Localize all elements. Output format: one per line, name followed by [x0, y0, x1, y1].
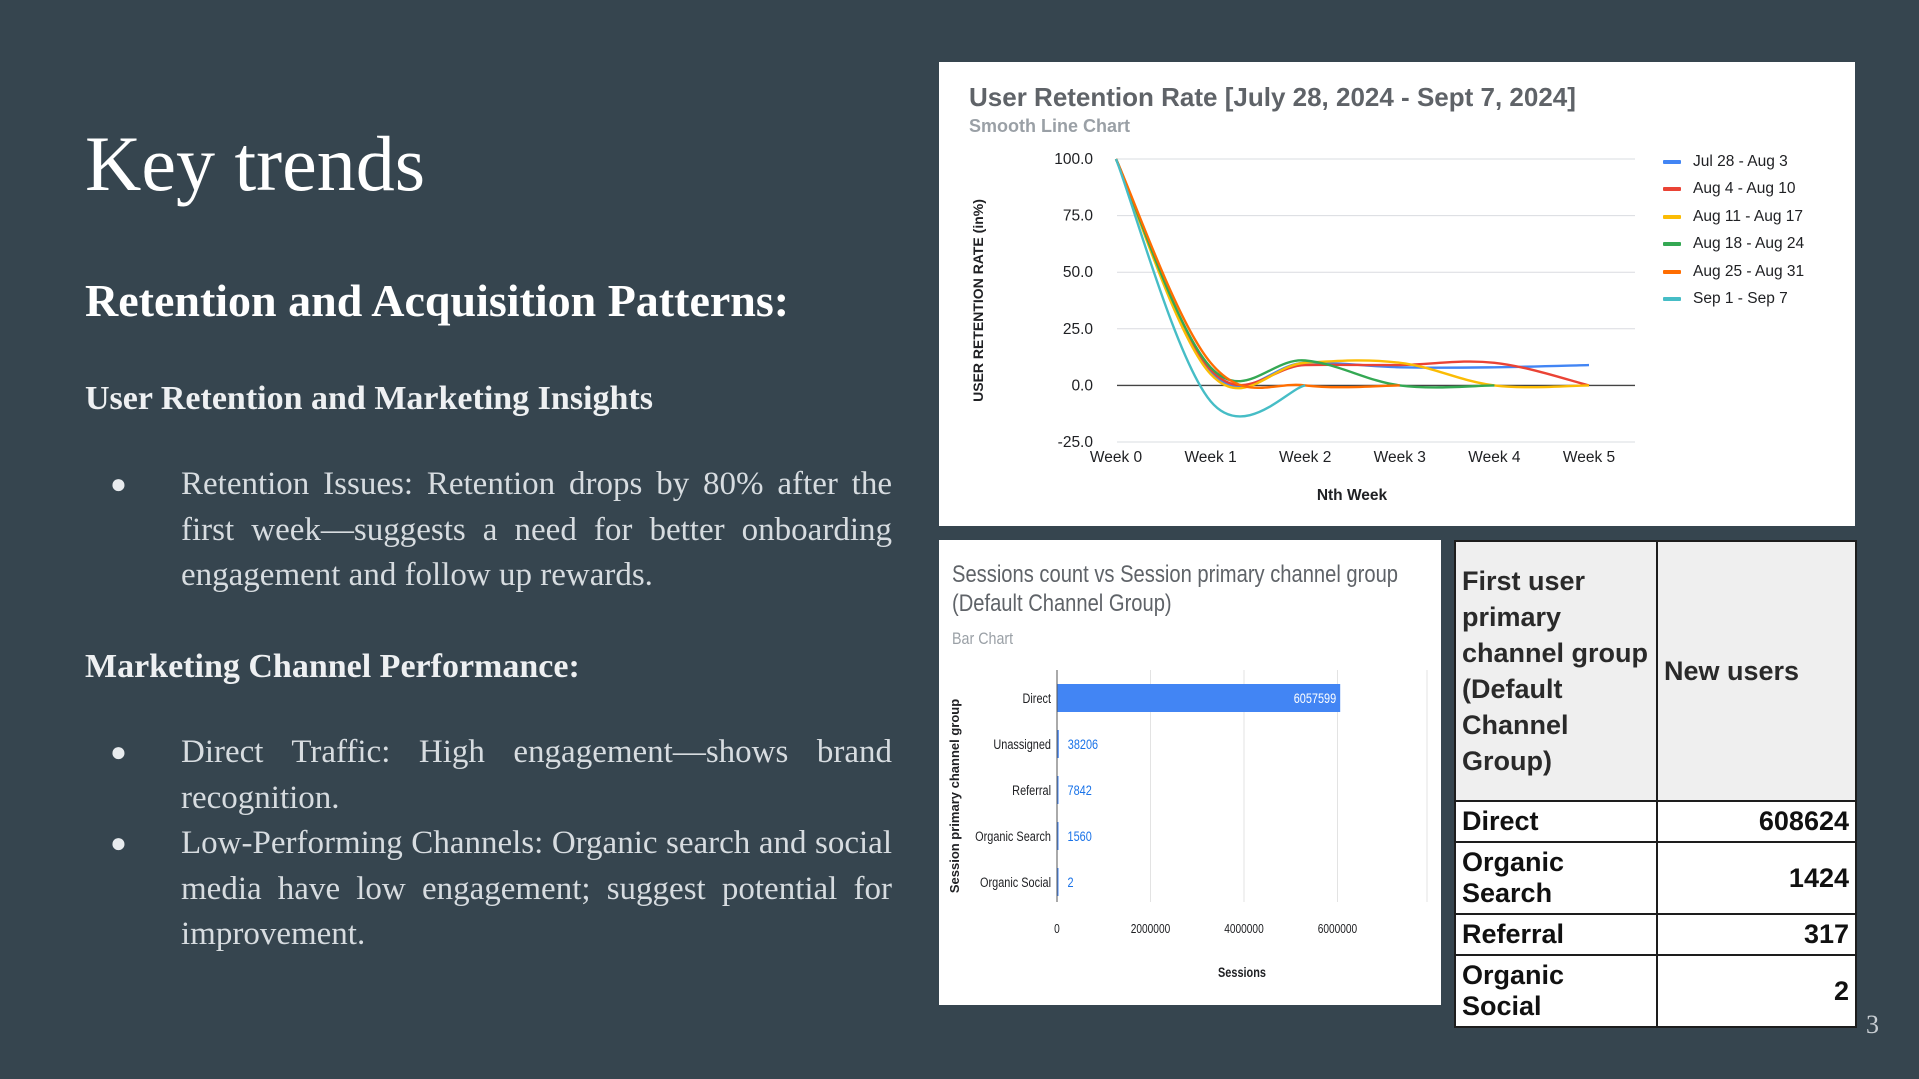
- bar-chart-x-tick: 2000000: [1131, 922, 1171, 936]
- page-number: 3: [1866, 1010, 1879, 1039]
- bar-data-label: 1560: [1068, 829, 1092, 845]
- bar-chart-plot: 0 2000000 4000000 6000000 Direct 6057599 Unass…: [947, 670, 1428, 981]
- legend-entry: Sep 1 - Sep 7: [1663, 286, 1804, 314]
- bullet-icon: ●: [110, 469, 127, 500]
- line-chart-legend: Jul 28 - Aug 3 Aug 4 - Aug 10 Aug 11 - Aug…: [1663, 148, 1804, 313]
- legend-label: Aug 11 - Aug 17: [1693, 207, 1804, 225]
- bar-chart-category-label: Organic Search: [975, 829, 1051, 845]
- bar: [1057, 684, 1341, 712]
- legend-entry: Aug 18 - Aug 24: [1663, 231, 1804, 259]
- line-chart-y-tick: 0.0: [1071, 377, 1093, 394]
- bar: [1057, 776, 1059, 804]
- cell-new-users: 1424: [1656, 841, 1857, 915]
- legend-label: Jul 28 - Aug 3: [1693, 152, 1788, 170]
- column-header-new-users: New users: [1656, 540, 1857, 802]
- bar: [1057, 868, 1059, 896]
- bar-chart-title: Sessions count vs Session primary channe…: [952, 561, 1399, 617]
- bar-data-label: 7842: [1068, 783, 1092, 799]
- bar-chart-category-label: Direct: [1023, 691, 1052, 707]
- line-chart-y-tick: -25.0: [1058, 434, 1094, 451]
- cell-channel: Referral: [1454, 913, 1658, 956]
- line-chart-y-tick: 25.0: [1063, 321, 1094, 338]
- table-row: Organic Search 1424: [1454, 841, 1857, 915]
- bar-chart-x-tick: 0: [1054, 922, 1060, 936]
- legend-swatch: [1663, 187, 1681, 192]
- line-chart-x-tick: Week 5: [1563, 449, 1615, 466]
- bullet-icon: ●: [110, 828, 127, 859]
- table-row: Referral 317: [1454, 913, 1857, 956]
- new-users-table: First user primary channel group (Defaul…: [1454, 540, 1857, 1028]
- table-header-row: First user primary channel group (Defaul…: [1454, 540, 1857, 802]
- bar-chart-category-label: Unassigned: [993, 737, 1051, 753]
- cell-channel: Organic Search: [1454, 841, 1658, 915]
- legend-label: Sep 1 - Sep 7: [1693, 290, 1788, 308]
- bullet-list-marketing: ● Direct Traffic: High engagement—shows b…: [110, 730, 892, 958]
- slide-subtitle: Retention and Acquisition Patterns:: [85, 275, 790, 326]
- column-header-channel: First user primary channel group (Defaul…: [1454, 540, 1658, 802]
- legend-swatch: [1663, 269, 1681, 274]
- bullet-icon: ●: [110, 737, 127, 768]
- line-chart-y-tick: 50.0: [1063, 264, 1094, 281]
- bullet-list-retention: ● Retention Issues: Retention drops by 80…: [110, 462, 892, 599]
- line-chart-y-tick: 75.0: [1063, 208, 1094, 225]
- legend-entry: Aug 25 - Aug 31: [1663, 258, 1804, 286]
- bar-chart-category-label: Referral: [1012, 783, 1051, 799]
- cell-new-users: 608624: [1656, 800, 1857, 843]
- legend-swatch: [1663, 214, 1681, 219]
- section-heading-marketing: Marketing Channel Performance:: [85, 648, 580, 685]
- line-chart-y-tick: 100.0: [1054, 151, 1093, 168]
- legend-swatch: [1663, 159, 1681, 164]
- legend-swatch: [1663, 242, 1681, 247]
- line-series: [1114, 158, 1306, 418]
- bar: [1057, 822, 1059, 850]
- bar-data-label: 6057599: [1294, 691, 1337, 707]
- bar-data-label: 38206: [1068, 737, 1098, 753]
- line-series: [1114, 158, 1400, 390]
- bar-chart-x-tick: 6000000: [1318, 922, 1358, 936]
- line-chart-x-tick: Week 4: [1468, 449, 1521, 466]
- line-chart-title: User Retention Rate [July 28, 2024 - Sep…: [969, 82, 1576, 112]
- bar: [1057, 730, 1059, 758]
- line-series: [1114, 158, 1495, 389]
- line-chart-x-tick: Week 2: [1279, 449, 1331, 466]
- line-chart-x-tick: Week 1: [1184, 449, 1236, 466]
- line-chart-subtitle: Smooth Line Chart: [969, 116, 1130, 136]
- cell-new-users: 317: [1656, 913, 1857, 956]
- legend-entry: Jul 28 - Aug 3: [1663, 148, 1804, 176]
- bar-chart-x-label: Sessions: [1218, 965, 1266, 981]
- line-chart-x-tick: Week 3: [1374, 449, 1426, 466]
- legend-label: Aug 25 - Aug 31: [1693, 262, 1805, 280]
- cell-new-users: 2: [1656, 954, 1857, 1028]
- table-row: Organic Social 2: [1454, 954, 1857, 1028]
- line-series: [1114, 158, 1590, 390]
- legend-entry: Aug 11 - Aug 17: [1663, 203, 1804, 231]
- table-row: Direct 608624: [1454, 800, 1857, 843]
- cell-channel: Organic Social: [1454, 954, 1658, 1028]
- line-chart-y-label: USER RETENTION RATE (in%): [970, 199, 986, 402]
- line-chart-x-tick: Week 0: [1090, 449, 1143, 466]
- bar-chart-category-label: Organic Social: [980, 875, 1051, 891]
- legend-entry: Aug 4 - Aug 10: [1663, 176, 1804, 204]
- legend-label: Aug 18 - Aug 24: [1693, 235, 1805, 253]
- retention-line-chart: User Retention Rate [July 28, 2024 - Sep…: [939, 62, 1855, 526]
- bullet-item: ● Retention Issues: Retention drops by 80…: [110, 462, 892, 599]
- section-heading-retention: User Retention and Marketing Insights: [85, 380, 653, 417]
- bar-chart-y-label: Session primary channel group: [947, 699, 962, 893]
- bar-chart-x-tick: 4000000: [1224, 922, 1264, 936]
- bar-chart-subtitle: Bar Chart: [952, 629, 1014, 648]
- line-chart-x-label: Nth Week: [1317, 487, 1388, 504]
- sessions-bar-chart: Sessions count vs Session primary channe…: [939, 540, 1441, 1005]
- slide-title: Key trends: [85, 120, 426, 207]
- legend-swatch: [1663, 297, 1681, 302]
- bullet-item: ● Direct Traffic: High engagement—shows b…: [110, 730, 892, 821]
- bullet-item: ● Low-Performing Channels: Organic search…: [110, 821, 892, 958]
- bar-data-label: 2: [1068, 875, 1074, 891]
- cell-channel: Direct: [1454, 800, 1658, 843]
- legend-label: Aug 4 - Aug 10: [1693, 180, 1796, 198]
